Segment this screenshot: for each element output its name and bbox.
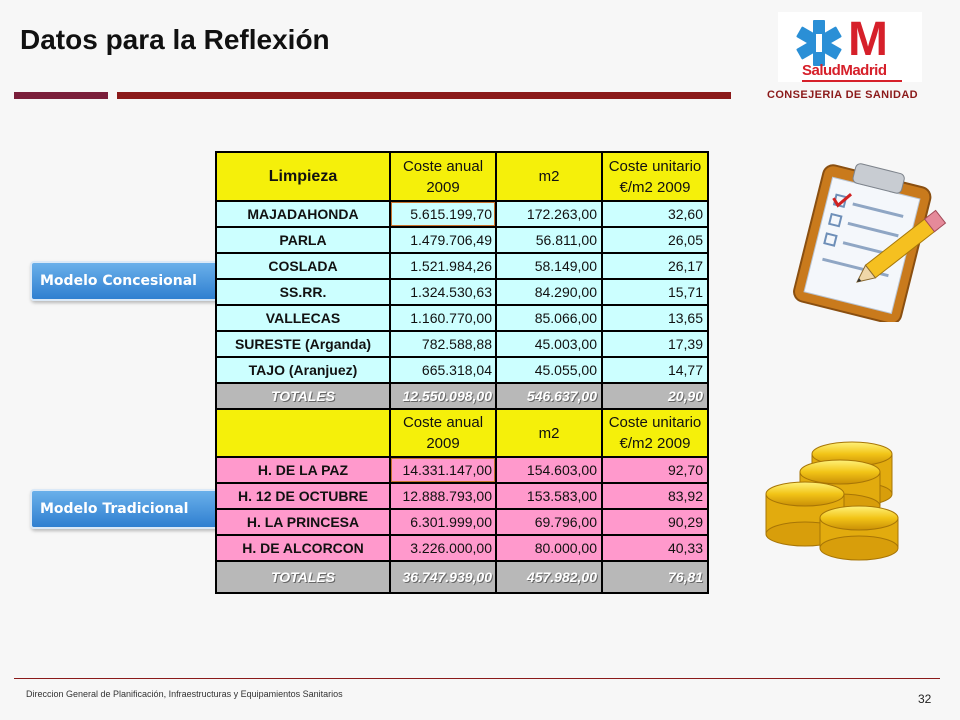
table-row: VALLECAS 1.160.770,00 85.066,00 13,65 [217, 306, 707, 330]
org-name: CONSEJERIA DE SANIDAD [767, 89, 919, 101]
modelo-tradicional-label: Modelo Tradicional [30, 489, 220, 529]
header-coste-anual: Coste anual 2009 [391, 410, 495, 456]
table-row: SURESTE (Arganda) 782.588,88 45.003,00 1… [217, 332, 707, 356]
header-coste-anual: Coste anual 2009 [391, 153, 495, 200]
table-row: H. LA PRINCESA 6.301.999,00 69.796,00 90… [217, 510, 707, 534]
slide-title: Datos para la Reflexión [20, 24, 330, 55]
logo-text: SaludMadrid [802, 62, 887, 79]
star-of-life-icon [796, 20, 842, 66]
table-header-row: Limpieza Coste anual 2009 m2 Coste unitar… [217, 153, 707, 200]
modelo-concesional-label: Modelo Concesional [30, 261, 236, 301]
logo-letter: M [848, 13, 888, 66]
header-m2: m2 [497, 410, 601, 456]
footer-rule [14, 678, 940, 679]
table-row: SS.RR. 1.324.530,63 84.290,00 15,71 [217, 280, 707, 304]
header-coste-unitario: Coste unitario €/m2 2009 [603, 153, 707, 200]
title-underline-right [117, 92, 731, 99]
logo-underline [802, 80, 902, 82]
gold-coins-icon [765, 441, 899, 561]
footer-text: Direccion General de Planificación, Infr… [26, 689, 343, 699]
title-underline-left [14, 92, 108, 99]
page-number: 32 [918, 692, 932, 706]
table-header-row: Coste anual 2009 m2 Coste unitario €/m2 20… [217, 410, 707, 456]
table-row: H. 12 DE OCTUBRE 12.888.793,00 153.583,0… [217, 484, 707, 508]
header-limpieza: Limpieza [217, 153, 389, 200]
cost-table: Limpieza Coste anual 2009 m2 Coste unitar… [215, 151, 709, 594]
totals-row: TOTALES 12.550.098,00 546.637,00 20,90 [217, 384, 707, 408]
table-row: COSLADA 1.521.984,26 58.149,00 26,17 [217, 254, 707, 278]
header-m2: m2 [497, 153, 601, 200]
table-row: MAJADAHONDA 5.615.199,70 172.263,00 32,6… [217, 202, 707, 226]
header-blank [217, 410, 389, 456]
clipboard-checklist-icon [793, 163, 947, 322]
header-coste-unitario: Coste unitario €/m2 2009 [603, 410, 707, 456]
totals-row: TOTALES 36.747.939,00 457.982,00 76,81 [217, 562, 707, 592]
table-row: PARLA 1.479.706,49 56.811,00 26,05 [217, 228, 707, 252]
table-row: H. DE LA PAZ 14.331.147,00 154.603,00 92… [217, 458, 707, 482]
table-row: TAJO (Aranjuez) 665.318,04 45.055,00 14,… [217, 358, 707, 382]
table-row: H. DE ALCORCON 3.226.000,00 80.000,00 40… [217, 536, 707, 560]
salud-madrid-logo: M SaludMadrid [778, 12, 922, 82]
